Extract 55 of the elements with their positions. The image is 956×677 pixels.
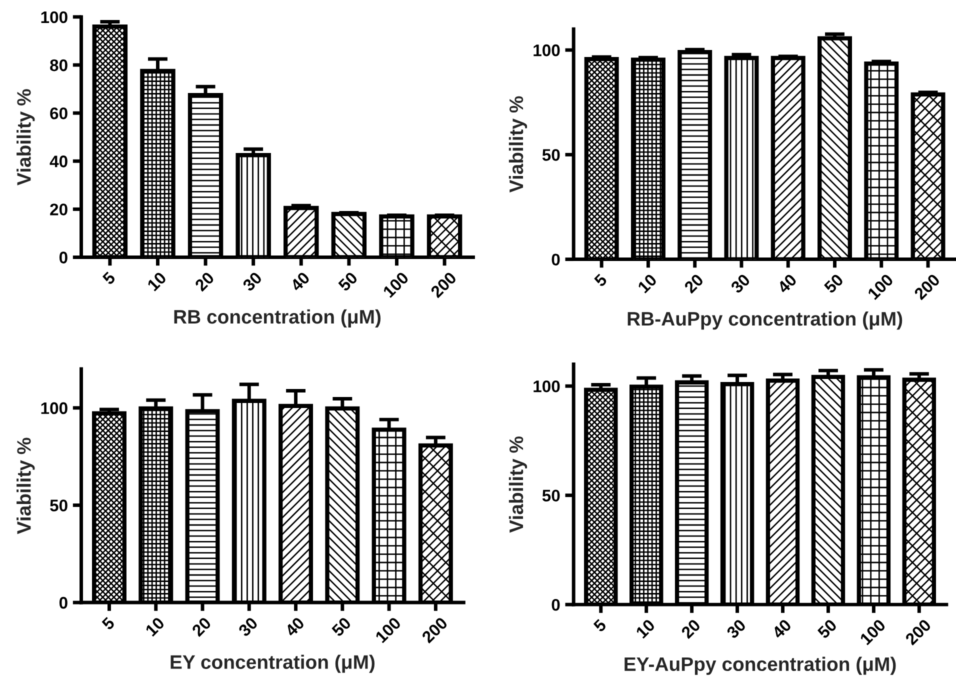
x-tick-label: 40 xyxy=(776,273,798,294)
x-tick-label: 40 xyxy=(771,618,792,640)
x-tick-label: 200 xyxy=(421,616,448,644)
y-tick-label: 0 xyxy=(552,598,560,611)
x-tick-label: 5 xyxy=(102,271,116,286)
y-tick-label: 50 xyxy=(50,500,68,512)
x-tick-label: 10 xyxy=(144,616,166,637)
y-tick-label: 20 xyxy=(50,204,68,216)
x-tick-label: 200 xyxy=(430,271,458,298)
x-tick-label: 200 xyxy=(904,618,932,646)
y-tick-label: 50 xyxy=(542,149,560,161)
x-tick-label: 100 xyxy=(859,618,886,646)
x-tick-label: 20 xyxy=(680,618,702,640)
y-tick-label: 100 xyxy=(534,380,560,392)
y-tick-label: 80 xyxy=(50,59,68,72)
x-tick-label: 30 xyxy=(726,618,747,640)
y-axis-title: Viability % xyxy=(16,438,35,534)
x-tick-label: 10 xyxy=(146,271,167,292)
x-axis-title: RB-AuPpy concentration (μM) xyxy=(628,311,902,330)
x-tick-label: 30 xyxy=(730,273,751,294)
x-tick-label: 20 xyxy=(194,271,215,292)
y-tick-label: 100 xyxy=(534,44,560,56)
y-tick-label: 100 xyxy=(41,402,68,414)
y-tick-label: 0 xyxy=(59,596,68,609)
y-tick-label: 40 xyxy=(50,156,68,168)
x-tick-label: 100 xyxy=(867,273,894,300)
x-tick-label: 50 xyxy=(823,273,844,294)
y-tick-label: 0 xyxy=(59,252,68,264)
x-tick-label: 30 xyxy=(242,271,263,292)
x-tick-label: 100 xyxy=(374,616,402,644)
x-tick-label: 5 xyxy=(592,618,607,633)
y-axis-title: Viability % xyxy=(508,96,528,193)
y-tick-label: 50 xyxy=(542,490,560,502)
x-tick-label: 40 xyxy=(284,616,306,638)
x-tick-label: 20 xyxy=(191,616,212,638)
y-axis-title: Viability % xyxy=(16,89,35,186)
y-tick-label: 60 xyxy=(50,107,68,120)
x-axis-title: RB concentration (μM) xyxy=(174,309,381,328)
x-tick-label: 5 xyxy=(101,616,116,631)
x-axis-title: EY-AuPpy concentration (μM) xyxy=(624,656,896,675)
x-axis-title: EY concentration (μM) xyxy=(170,654,375,673)
x-tick-label: 40 xyxy=(290,271,310,292)
x-tick-label: 5 xyxy=(594,273,608,288)
x-tick-label: 30 xyxy=(238,616,258,638)
x-tick-label: 100 xyxy=(382,271,410,298)
y-tick-label: 100 xyxy=(41,11,68,24)
x-tick-label: 20 xyxy=(684,273,704,294)
y-axis-title: Viability % xyxy=(508,436,528,533)
x-tick-label: 50 xyxy=(331,616,352,638)
x-tick-label: 200 xyxy=(913,273,941,300)
x-tick-label: 50 xyxy=(816,618,838,640)
x-tick-label: 10 xyxy=(635,618,656,639)
x-tick-label: 50 xyxy=(338,271,358,292)
x-tick-label: 10 xyxy=(637,273,658,294)
y-tick-label: 0 xyxy=(552,254,560,266)
